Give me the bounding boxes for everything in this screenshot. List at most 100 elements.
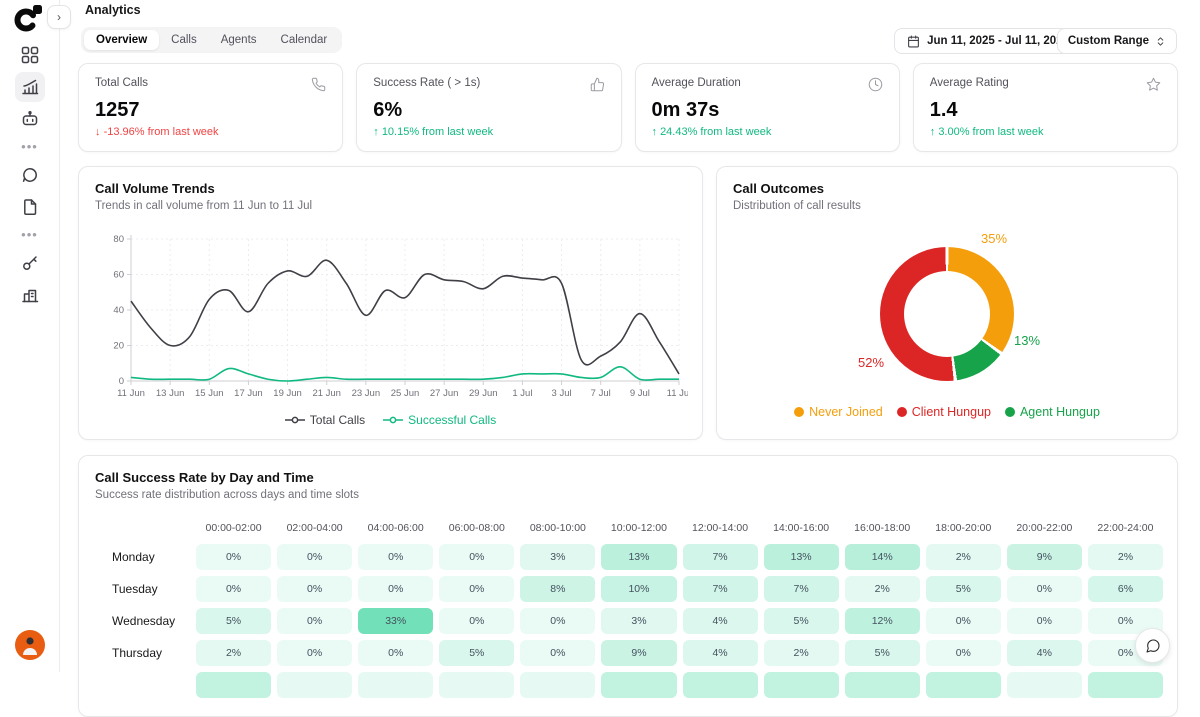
x-tick-label: 21 Jun xyxy=(312,388,341,399)
pie-legend-item-never-joined[interactable]: Never Joined xyxy=(794,405,883,419)
y-tick-label: 40 xyxy=(113,305,124,316)
y-tick-label: 20 xyxy=(113,341,124,352)
legend-dot-icon xyxy=(896,407,907,417)
tab-overview[interactable]: Overview xyxy=(84,30,160,50)
stats-row: Total Calls 1257 ↓ -13.96% from last wee… xyxy=(78,63,1178,152)
stat-value: 1.4 xyxy=(929,99,958,121)
heatmap-cell: 6% xyxy=(1087,576,1163,602)
sidebar-item-documents[interactable] xyxy=(15,192,45,222)
heatmap-cell: 4% xyxy=(1006,640,1082,666)
x-tick-label: 11 Jul xyxy=(667,388,688,399)
pie-legend: Never Joined Client Hungup Agent Hungup xyxy=(717,405,1177,419)
sidebar-item-dashboard[interactable] xyxy=(15,40,45,70)
stat-label: Average Duration xyxy=(651,77,741,89)
range-preset-select[interactable]: Custom Range xyxy=(1056,28,1177,54)
tab-calls[interactable]: Calls xyxy=(171,34,197,46)
call-volume-line-chart: 0 20 40 60 80 11 Jun 13 Jun 15 Jun 17 Jun 19 Jun 2… xyxy=(113,234,688,399)
range-preset-label: Custom Range xyxy=(1067,35,1149,47)
heatmap-cell: 10% xyxy=(601,576,677,602)
app-logo[interactable] xyxy=(12,3,44,35)
heatmap-cell: 0% xyxy=(439,544,515,570)
chart-title: Call Success Rate by Day and Time xyxy=(95,470,314,485)
legend-dot-icon xyxy=(794,407,805,417)
legend-label: Client Hungup xyxy=(911,405,991,419)
x-tick-label: 3 Jul xyxy=(552,388,572,399)
donut-slice-label: 35% xyxy=(981,231,1008,246)
line-chart-legend: Total Calls Successful Calls xyxy=(79,413,702,427)
call-outcomes-donut xyxy=(880,247,1014,381)
x-tick-label: 17 Jun xyxy=(234,388,263,399)
analytics-chart-icon xyxy=(21,79,38,95)
heatmap-day-label: Wednesday xyxy=(112,614,176,628)
heatmap-cell: 5% xyxy=(763,608,839,634)
heatmap-time-slot-label: 08:00-10:00 xyxy=(529,522,586,534)
heatmap-cell: 0% xyxy=(196,576,272,602)
heatmap-cell: 5% xyxy=(925,576,1001,602)
sidebar-item-api-keys[interactable] xyxy=(15,248,45,278)
heatmap-day-label: Thursday xyxy=(112,646,163,660)
heatmap-cell: 3% xyxy=(601,608,677,634)
x-tick-label: 19 Jun xyxy=(273,388,302,399)
x-tick-label: 15 Jun xyxy=(195,388,224,399)
heatmap-cell: 13% xyxy=(763,544,839,570)
heatmap-time-slot-label: 06:00-08:00 xyxy=(448,522,505,534)
chat-bubble-icon xyxy=(22,168,37,182)
legend-label: Never Joined xyxy=(809,405,883,419)
heatmap-time-slot-label: 22:00-24:00 xyxy=(1097,522,1154,534)
legend-label: Total Calls xyxy=(309,413,366,427)
chart-subtitle: Trends in call volume from 11 Jun to 11 … xyxy=(95,200,313,212)
heatmap-grid: 00:00-02:00 02:00-04:00 04:00-06:00 06:00-0… xyxy=(95,516,1163,698)
support-chat-button[interactable] xyxy=(1135,628,1170,663)
heatmap-cell: 7% xyxy=(682,576,758,602)
user-avatar[interactable] xyxy=(15,630,45,660)
legend-marker-icon xyxy=(383,416,404,424)
heatmap-time-slot-label: 12:00-14:00 xyxy=(692,522,749,534)
clock-icon xyxy=(868,77,882,92)
legend-item-total-calls[interactable]: Total Calls xyxy=(284,413,366,427)
tab-agents[interactable]: Agents xyxy=(220,34,257,46)
heatmap-time-slot-label: 02:00-04:00 xyxy=(286,522,343,534)
organization-building-icon xyxy=(21,289,38,303)
star-icon xyxy=(1146,77,1161,91)
date-range-button[interactable]: Jun 11, 2025 - Jul 11, 2025 xyxy=(894,28,1082,54)
heatmap-cell xyxy=(196,672,272,698)
legend-label: Successful Calls xyxy=(408,413,497,427)
legend-dot-icon xyxy=(1004,407,1015,417)
heatmap-cell: 0% xyxy=(277,640,353,666)
stat-change: ↑ 10.15% from last week xyxy=(373,126,494,138)
heatmap-cell: 2% xyxy=(1087,544,1163,570)
chart-subtitle: Distribution of call results xyxy=(733,200,861,212)
tab-calendar[interactable]: Calendar xyxy=(280,34,328,46)
x-tick-label: 11 Jun xyxy=(117,388,145,399)
heatmap-cell: 7% xyxy=(682,544,758,570)
heatmap-cell: 9% xyxy=(1006,544,1082,570)
heatmap-cell: 0% xyxy=(358,640,434,666)
dashboard-grid-icon xyxy=(21,46,38,64)
series-total-calls xyxy=(130,259,680,375)
logo-badge xyxy=(33,5,42,14)
sidebar-expand-button[interactable]: › xyxy=(47,5,71,29)
heatmap-cell: 8% xyxy=(520,576,596,602)
heatmap-time-slot-label: 10:00-12:00 xyxy=(610,522,667,534)
stat-value: 0m 37s xyxy=(651,99,720,121)
stat-card-average-rating: Average Rating 1.4 ↑ 3.00% from last wee… xyxy=(912,63,1178,152)
heatmap-cell xyxy=(277,672,353,698)
sidebar-item-organization[interactable] xyxy=(15,280,45,310)
pie-legend-item-client-hungup[interactable]: Client Hungup xyxy=(896,405,991,419)
sidebar-item-conversations[interactable] xyxy=(15,160,45,190)
legend-item-successful-calls[interactable]: Successful Calls xyxy=(383,413,496,427)
sidebar-more-dots-icon: ••• xyxy=(21,139,38,154)
donut-hole xyxy=(904,271,990,357)
sidebar-item-analytics[interactable] xyxy=(14,72,45,102)
chart-title: Call Volume Trends xyxy=(95,181,215,196)
phone-icon xyxy=(312,77,326,92)
x-tick-label: 27 Jun xyxy=(430,388,459,399)
x-tick-label: 13 Jun xyxy=(156,388,185,399)
pie-legend-item-agent-hungup[interactable]: Agent Hungup xyxy=(1004,405,1100,419)
heatmap-day-label: Tuesday xyxy=(112,582,158,596)
heatmap-time-slot-label: 04:00-06:00 xyxy=(367,522,424,534)
chart-title: Call Outcomes xyxy=(733,181,825,196)
stat-change: ↑ 3.00% from last week xyxy=(929,126,1044,138)
sidebar-item-agents-bot[interactable] xyxy=(15,104,45,134)
heatmap-cell: 0% xyxy=(196,544,272,570)
